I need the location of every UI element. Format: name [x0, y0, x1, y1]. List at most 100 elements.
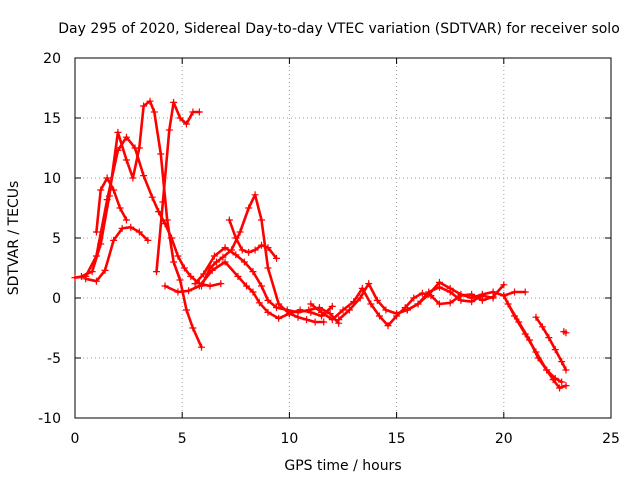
data-point [538, 323, 546, 331]
data-point [275, 314, 283, 322]
data-point [221, 258, 229, 266]
data-point [384, 322, 392, 330]
series-line [506, 302, 563, 384]
data-point [489, 288, 497, 296]
data-point [232, 251, 240, 259]
series-line [502, 294, 568, 390]
series-sat-b [77, 97, 205, 351]
x-tick-labels: 0 5 10 15 20 25 [71, 431, 620, 447]
data-point [478, 290, 486, 298]
data-point [446, 284, 454, 292]
series-line [155, 101, 201, 273]
data-point [103, 174, 111, 182]
data-point [251, 191, 259, 199]
data-point [339, 306, 347, 314]
data-point [258, 241, 266, 249]
data-point [410, 294, 418, 302]
data-point [135, 144, 143, 152]
data-point [105, 192, 113, 200]
data-point [562, 329, 570, 337]
data-point [264, 264, 272, 272]
series-sat-e [152, 98, 203, 276]
data-point [110, 186, 118, 194]
data-point [558, 358, 566, 366]
data-point [197, 282, 205, 290]
y-tick-label: -5 [47, 351, 61, 367]
data-point [189, 324, 197, 332]
data-point [285, 310, 293, 318]
data-point [122, 216, 130, 224]
data-point [305, 306, 313, 314]
data-point [206, 264, 214, 272]
data-point [435, 300, 443, 308]
data-point [217, 280, 225, 288]
y-tick-label: 20 [43, 51, 61, 67]
y-tick-label: 10 [43, 171, 61, 187]
data-point [191, 280, 199, 288]
data-point [335, 316, 343, 324]
data-point [88, 268, 96, 276]
data-point [150, 108, 158, 116]
data-point [294, 313, 302, 321]
data-point [232, 234, 240, 242]
data-point [258, 216, 266, 224]
data-point [418, 289, 426, 297]
data-point [161, 282, 169, 290]
data-point [249, 288, 257, 296]
data-point [245, 204, 253, 212]
data-point [110, 236, 118, 244]
data-point [515, 318, 523, 326]
data-point [92, 228, 100, 236]
data-point [446, 299, 454, 307]
data-point [328, 302, 336, 310]
data-point [435, 278, 443, 286]
x-tick-label: 5 [178, 431, 187, 447]
data-point [185, 287, 193, 295]
data-point [500, 292, 508, 300]
data-point [545, 334, 553, 342]
data-point [403, 306, 411, 314]
series-sat-h [197, 191, 328, 326]
data-point [182, 306, 190, 314]
data-point [382, 306, 390, 314]
data-point [210, 252, 218, 260]
data-point [251, 246, 259, 254]
data-point [562, 382, 570, 390]
data-point [197, 343, 205, 351]
data-point [414, 300, 422, 308]
x-tick-label: 0 [71, 431, 80, 447]
data-point [135, 228, 143, 236]
data-point [140, 102, 148, 110]
series-line [80, 99, 203, 349]
data-point [311, 318, 319, 326]
data-point [225, 216, 233, 224]
data-point [468, 294, 476, 302]
data-point [219, 253, 227, 261]
data-point [170, 98, 178, 106]
data-point [532, 313, 540, 321]
series-sat-c [82, 223, 152, 285]
data-point [221, 244, 229, 252]
data-point [238, 246, 246, 254]
data-point [273, 304, 281, 312]
data-point [345, 306, 353, 314]
data-point [157, 150, 165, 158]
data-point [82, 275, 90, 283]
series-line [228, 218, 278, 260]
data-point [425, 290, 433, 298]
data-point [249, 268, 257, 276]
data-point [243, 282, 251, 290]
series-line [84, 225, 150, 283]
data-point [457, 296, 465, 304]
data-point [146, 97, 154, 105]
data-point [273, 254, 281, 262]
data-point [365, 280, 373, 288]
y-tick-labels: -10 -5 0 5 10 15 20 [38, 51, 61, 427]
data-point [551, 374, 559, 382]
data-point [356, 294, 364, 302]
data-point [551, 346, 559, 354]
data-point [122, 156, 130, 164]
data-point [195, 108, 203, 116]
data-point [534, 354, 542, 362]
series-sat-i [225, 216, 281, 262]
